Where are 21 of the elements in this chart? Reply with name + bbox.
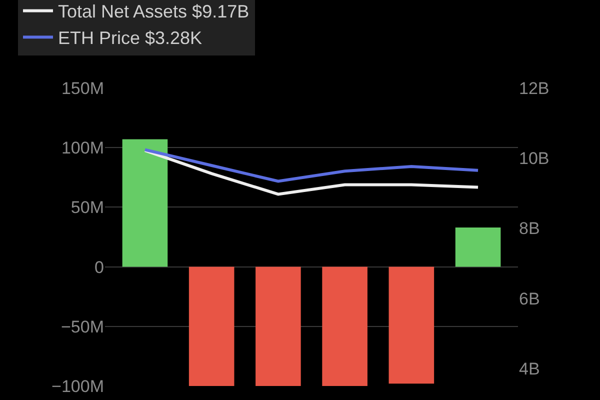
y2-tick-label: 12B	[519, 78, 550, 98]
y-tick-label: −100M	[52, 376, 104, 396]
y-tick-label: 0	[94, 258, 104, 277]
y-tick-label: 150M	[61, 78, 104, 98]
y2-tick-label: 6B	[519, 289, 540, 308]
y-tick-label: −50M	[61, 317, 104, 336]
bar	[388, 266, 434, 384]
y2-tick-label: 4B	[519, 359, 540, 378]
y-tick-label: 100M	[61, 138, 104, 158]
bar	[455, 227, 501, 267]
bar	[122, 139, 168, 267]
bar	[188, 266, 234, 386]
line-series	[143, 148, 480, 183]
y-tick-label: 50M	[70, 198, 104, 218]
legend-label: Total Net Assets $9.17B	[58, 2, 250, 22]
legend-label: ETH Price $3.28K	[58, 28, 202, 48]
y2-tick-label: 8B	[519, 219, 540, 238]
bar	[322, 266, 368, 386]
line-series	[143, 148, 480, 196]
y2-tick-label: 10B	[519, 149, 550, 168]
bar	[256, 266, 301, 386]
